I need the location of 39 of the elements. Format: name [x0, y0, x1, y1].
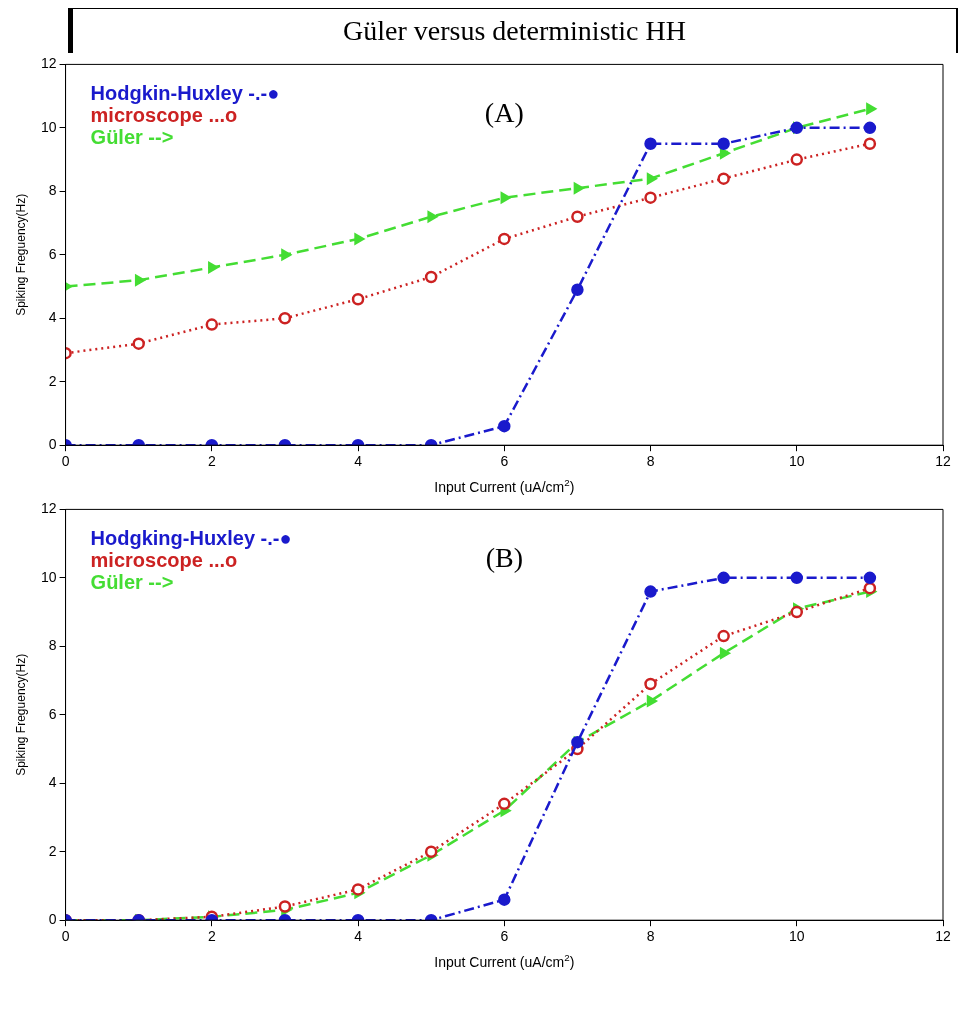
- y-tick-label: 6: [48, 245, 57, 262]
- text: Hodgking-Huxley -.-●: [90, 526, 292, 549]
- y-tick-label: 10: [40, 118, 57, 135]
- y-axis-title: Spiking Freguency(Hz): [14, 653, 29, 776]
- x-tick-label: 6: [500, 928, 509, 945]
- x-tick-label: 12: [935, 453, 951, 470]
- x-tick-label: 2: [207, 928, 216, 945]
- x-tick-label: 12: [935, 928, 951, 945]
- chart-title: Güler versus deterministic HH: [68, 8, 958, 53]
- x-tick-label: 0: [61, 928, 70, 945]
- x-tick-label: 4: [354, 928, 363, 945]
- y-tick-label: 4: [48, 309, 57, 326]
- text: microscope ...o: [90, 103, 238, 126]
- x-tick-label: 10: [788, 928, 805, 945]
- y-tick-label: 0: [48, 911, 57, 928]
- y-tick-label: 8: [48, 182, 57, 199]
- y-tick-label: 2: [48, 372, 57, 389]
- x-tick-label: 8: [646, 453, 655, 470]
- y-tick-label: 12: [40, 55, 57, 72]
- y-tick-label: 4: [48, 774, 57, 791]
- annotation: (B): [485, 541, 523, 573]
- x-tick-label: 6: [500, 453, 509, 470]
- y-tick-label: 0: [48, 436, 57, 453]
- x-tick-label: 8: [646, 928, 655, 945]
- x-tick-label: 2: [207, 453, 216, 470]
- x-tick-label: 10: [788, 453, 805, 470]
- text: Güler -->: [90, 570, 174, 593]
- y-axis-title: Spiking Freguency(Hz): [14, 193, 29, 316]
- annotation: (A): [484, 96, 524, 128]
- y-tick-label: 2: [48, 842, 57, 859]
- y-tick-label: 8: [48, 637, 57, 654]
- y-tick-label: 10: [40, 568, 57, 585]
- y-tick-label: 12: [40, 500, 57, 517]
- text: Güler -->: [90, 125, 174, 148]
- x-tick-label: 0: [61, 453, 70, 470]
- y-tick-label: 6: [48, 705, 57, 722]
- text: microscope ...o: [90, 548, 238, 571]
- x-tick-label: 4: [354, 453, 363, 470]
- text: Hodgkin-Huxley -.-●: [90, 81, 280, 104]
